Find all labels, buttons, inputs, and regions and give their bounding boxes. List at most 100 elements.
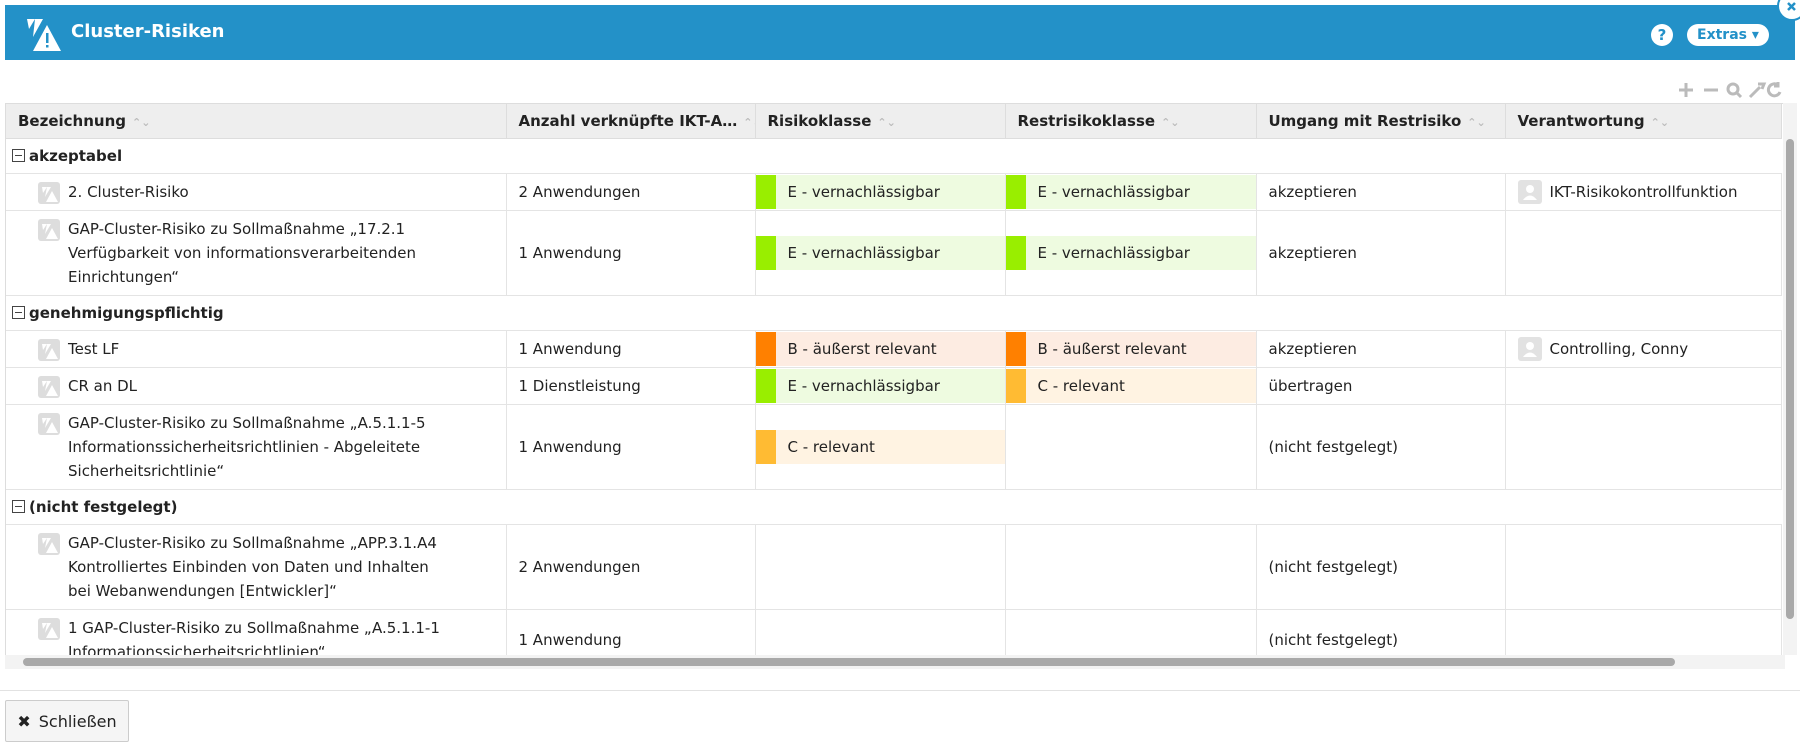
horizontal-scrollbar[interactable] <box>5 655 1785 669</box>
group-toggle[interactable] <box>12 306 25 319</box>
data-row[interactable]: GAP-Cluster-Risiko zu Sollmaßnahme „A.5.… <box>6 404 1782 490</box>
owner-cell: IKT-Risikokontrollfunktion <box>1505 173 1782 211</box>
risk-class-text: E - vernachlässigbar <box>1037 183 1190 201</box>
refresh-icon[interactable] <box>1766 82 1782 98</box>
extras-button[interactable]: Extras ▾ <box>1687 24 1769 46</box>
name-cell: 1 GAP-Cluster-Risiko zu Sollmaßnahme „A.… <box>6 609 507 656</box>
name-wrap: GAP-Cluster-Risiko zu Sollmaßnahme „A.5.… <box>18 411 494 483</box>
expand-icon[interactable] <box>1679 83 1693 97</box>
handling-text: akzeptieren <box>1268 244 1357 262</box>
risk-name: GAP-Cluster-Risiko zu Sollmaßnahme „17.2… <box>68 220 417 286</box>
handling-text: (nicht festgelegt) <box>1268 631 1399 649</box>
count-cell: 1 Dienstleistung <box>506 367 756 405</box>
risk-icon <box>38 533 60 555</box>
count-text: 1 Anwendung <box>518 340 622 358</box>
owner-wrap: IKT-Risikokontrollfunktion <box>1517 180 1769 204</box>
count-text: 1 Anwendung <box>518 438 622 456</box>
risk-class-text: E - vernachlässigbar <box>787 183 940 201</box>
risk-name: Test LF <box>68 340 120 358</box>
close-button[interactable]: ✖ Schließen <box>5 700 129 742</box>
risk-icon <box>38 618 60 640</box>
count-text: 1 Anwendung <box>518 631 622 649</box>
name-wrap: 2. Cluster-Risiko <box>18 180 494 204</box>
risk-class-text: B - äußerst relevant <box>1037 340 1187 358</box>
handling-text: akzeptieren <box>1268 183 1357 201</box>
name-cell: GAP-Cluster-Risiko zu Sollmaßnahme „A.5.… <box>6 404 507 490</box>
risk-cell: E - vernachlässigbar <box>755 210 1006 296</box>
data-row[interactable]: CR an DL 1 Dienstleistung E - vernachlässi… <box>6 367 1782 405</box>
risk-color-strip <box>1005 175 1026 209</box>
name-cell: 2. Cluster-Risiko <box>6 173 507 211</box>
count-cell: 1 Anwendung <box>506 609 756 656</box>
owner-cell <box>1505 367 1782 405</box>
risk-color-strip <box>755 369 776 403</box>
settings-icon[interactable] <box>1748 82 1767 99</box>
handling-cell: akzeptieren <box>1256 210 1506 296</box>
data-row[interactable]: Test LF 1 Anwendung B - äußerst relevant B … <box>6 330 1782 368</box>
handling-text: übertragen <box>1268 377 1353 395</box>
rest-cell <box>1005 404 1257 490</box>
risk-class-text: C - relevant <box>787 438 875 456</box>
header-icon <box>27 19 61 51</box>
close-label: Schließen <box>38 711 117 731</box>
column-title: Verantwortung <box>1517 112 1645 130</box>
name-wrap: CR an DL <box>18 374 494 398</box>
data-row[interactable]: 2. Cluster-Risiko 2 Anwendungen E - vernac… <box>6 173 1782 211</box>
owner-wrap: Controlling, Conny <box>1517 337 1769 361</box>
count-cell: 1 Anwendung <box>506 404 756 490</box>
risk-class-text: B - äußerst relevant <box>787 340 937 358</box>
count-cell: 1 Anwendung <box>506 210 756 296</box>
risk-color-strip <box>1005 369 1026 403</box>
rest-cell: E - vernachlässigbar <box>1005 173 1257 211</box>
group-row: (nicht festgelegt) <box>6 489 1781 525</box>
data-row[interactable]: GAP-Cluster-Risiko zu Sollmaßnahme „APP.… <box>6 524 1782 610</box>
close-icon[interactable] <box>1772 0 1800 26</box>
data-row[interactable]: GAP-Cluster-Risiko zu Sollmaßnahme „17.2… <box>6 210 1782 296</box>
handling-cell: (nicht festgelegt) <box>1256 404 1506 490</box>
risk-icon <box>38 339 60 361</box>
risk-class-badge: E - vernachlässigbar <box>1005 236 1256 270</box>
risk-class-badge: E - vernachlässigbar <box>1005 175 1256 209</box>
owner-cell <box>1505 524 1782 610</box>
risk-cell <box>755 609 1006 656</box>
vertical-scrollbar[interactable] <box>1783 103 1797 655</box>
name-wrap: 1 GAP-Cluster-Risiko zu Sollmaßnahme „A.… <box>18 616 494 656</box>
handling-cell: akzeptieren <box>1256 330 1506 368</box>
sort-indicator: ⌃⌄ <box>1650 116 1670 129</box>
count-text: 1 Anwendung <box>518 244 622 262</box>
sort-indicator: ⌃⌄ <box>132 116 151 129</box>
column-header[interactable]: Bezeichnung ⌃⌄ <box>6 104 507 139</box>
risk-name: 2. Cluster-Risiko <box>68 183 189 201</box>
group-cell: genehmigungspflichtig <box>6 295 1781 331</box>
name-cell: CR an DL <box>6 367 507 405</box>
data-row[interactable]: 1 GAP-Cluster-Risiko zu Sollmaßnahme „A.… <box>6 609 1782 656</box>
column-header[interactable]: Verantwortung ⌃⌄ <box>1505 104 1782 139</box>
column-header[interactable]: Risikoklasse ⌃⌄ <box>755 104 1006 139</box>
risk-class-text: E - vernachlässigbar <box>787 244 940 262</box>
column-header[interactable]: Restrisikoklasse ⌃⌄ <box>1005 104 1257 139</box>
count-cell: 2 Anwendungen <box>506 524 756 610</box>
dialog-header: Cluster-Risiken ? Extras ▾ <box>5 5 1795 60</box>
count-text: 2 Anwendungen <box>518 183 641 201</box>
count-cell: 1 Anwendung <box>506 330 756 368</box>
group-toggle[interactable] <box>12 500 25 513</box>
data-grid: Bezeichnung⌃⌄Anzahl verknüpfte IKT-A…⌃⌄R… <box>5 103 1785 657</box>
handling-cell: (nicht festgelegt) <box>1256 609 1506 656</box>
risk-cell: E - vernachlässigbar <box>755 173 1006 211</box>
search-icon[interactable] <box>1726 82 1743 99</box>
risk-name: CR an DL <box>68 377 138 395</box>
column-header[interactable]: Anzahl verknüpfte IKT-A… ⌃⌄ <box>506 104 756 139</box>
rest-cell: E - vernachlässigbar <box>1005 210 1257 296</box>
column-header[interactable]: Umgang mit Restrisiko ⌃⌄ <box>1256 104 1506 139</box>
risk-class-badge: E - vernachlässigbar <box>755 236 1005 270</box>
column-title: Restrisikoklasse <box>1017 112 1156 130</box>
name-cell: Test LF <box>6 330 507 368</box>
risk-color-strip <box>755 332 776 366</box>
risk-class-badge: B - äußerst relevant <box>755 332 1005 366</box>
handling-cell: übertragen <box>1256 367 1506 405</box>
rest-cell: B - äußerst relevant <box>1005 330 1257 368</box>
help-button[interactable]: ? <box>1651 24 1673 46</box>
group-toggle[interactable] <box>12 149 25 162</box>
group-cell: (nicht festgelegt) <box>6 489 1781 525</box>
risk-class-badge: C - relevant <box>755 430 1005 464</box>
